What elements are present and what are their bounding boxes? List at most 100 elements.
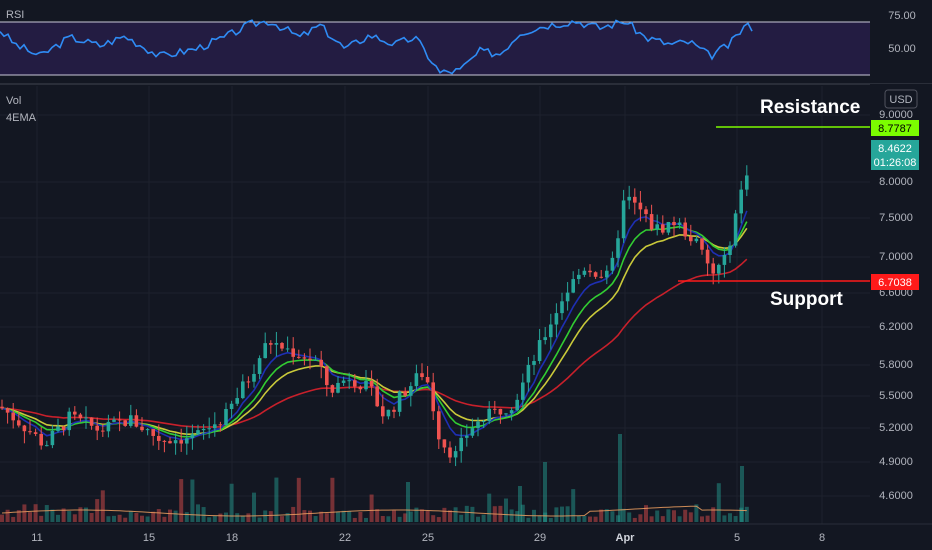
volume-bar [280, 516, 284, 522]
volume-bar [22, 504, 27, 522]
volume-bar [263, 510, 268, 522]
candle-body [498, 408, 503, 415]
candlesticks [0, 165, 749, 467]
volume-bar [638, 514, 643, 522]
currency-label: USD [889, 94, 912, 106]
volume-bar [560, 506, 564, 522]
candle-body [129, 415, 133, 426]
candle-body [33, 432, 38, 434]
time-axis[interactable]: 11 15 18 22 25 29 Apr 5 8 [0, 523, 932, 550]
date-tick-22: 22 [339, 532, 351, 544]
volume-bar [436, 517, 441, 522]
volume-bar [252, 492, 256, 522]
volume-bar [347, 511, 352, 522]
volume-bar [660, 516, 665, 522]
candle-body [633, 196, 637, 203]
volume-bar [571, 489, 576, 522]
volume-bar [44, 505, 49, 522]
candle-body [560, 301, 564, 314]
price-tick-5-8: 5.8000 [879, 359, 913, 371]
candle-body [705, 249, 710, 264]
volume-bar [481, 514, 486, 522]
volume-bar [739, 507, 744, 522]
volume-bar [554, 507, 559, 522]
volume-bar [0, 514, 4, 522]
candle-body [409, 386, 413, 396]
candle-body [369, 380, 374, 387]
candle-body [213, 424, 217, 429]
volume-bar [470, 506, 475, 522]
volume-bar [184, 512, 189, 522]
ema-mid-line [1, 221, 748, 438]
candle-body [717, 264, 721, 274]
candle-body [621, 200, 626, 239]
support-annotation: Support [770, 289, 843, 310]
volume-bar [464, 505, 469, 522]
volume-bar [358, 511, 363, 522]
countdown: 01:26:08 [874, 157, 917, 169]
rsi-band-fill [0, 22, 870, 75]
volume-bar [618, 434, 622, 522]
volume-bar [179, 479, 184, 522]
rsi-label: RSI [6, 9, 24, 21]
candle-body [151, 429, 155, 436]
candle-body [241, 381, 245, 399]
candle-body [302, 357, 307, 359]
candle-body [162, 440, 167, 442]
candle-body [263, 343, 267, 359]
volume-bar [308, 510, 312, 522]
candle-body [134, 415, 139, 427]
volume-bar [593, 516, 598, 522]
volume-bar [453, 507, 458, 522]
volume-bar [16, 510, 21, 522]
candle-body [73, 411, 77, 415]
candle-body [644, 209, 648, 215]
candle-body [593, 272, 598, 277]
volume-bar [604, 509, 609, 522]
candle-body [666, 221, 671, 233]
candle-body [582, 270, 587, 275]
candle-body [745, 175, 749, 190]
currency-box[interactable] [884, 89, 918, 109]
volume-bar [677, 516, 682, 522]
vol-label[interactable]: Vol [6, 95, 21, 107]
candle-body [437, 411, 441, 440]
volume-bar [705, 515, 710, 522]
rsi-tick-75: 75.00 [888, 10, 916, 22]
candle-body [285, 348, 290, 350]
volume-bar [509, 509, 514, 522]
volume-bar [610, 511, 615, 522]
candle-body [341, 380, 346, 383]
volume-bar [414, 507, 419, 522]
candle-body [655, 224, 659, 230]
candle-body [711, 263, 715, 274]
volume-bar [11, 516, 16, 522]
volume-bar [50, 509, 55, 522]
volume-bar [268, 511, 273, 522]
volume-bar [229, 483, 234, 522]
candle-body [448, 447, 452, 458]
candle-body [218, 424, 223, 426]
last-price: 8.4622 [878, 143, 912, 155]
volume-bar [520, 504, 525, 522]
volume-bar [616, 515, 620, 522]
price-axis[interactable]: USD 9.0000 8.0000 7.5000 7.0000 6.6000 6… [870, 84, 932, 524]
candle-body [694, 238, 699, 242]
candle-body [330, 385, 335, 393]
date-tick-15: 15 [143, 532, 155, 544]
volume-bar [296, 477, 301, 522]
volume-bar [240, 515, 245, 522]
candle-body [476, 421, 480, 429]
candle-body [336, 382, 340, 393]
rsi-line [0, 19, 753, 75]
volume-bar [504, 498, 508, 522]
candle-body [364, 380, 368, 390]
volume-bar [324, 513, 329, 522]
volume-bar [72, 514, 77, 522]
candle-body [554, 313, 559, 325]
ema-label[interactable]: 4EMA [6, 112, 37, 124]
date-tick-29: 29 [534, 532, 546, 544]
time-axis-bg [0, 524, 932, 550]
volume-bar [274, 477, 279, 522]
